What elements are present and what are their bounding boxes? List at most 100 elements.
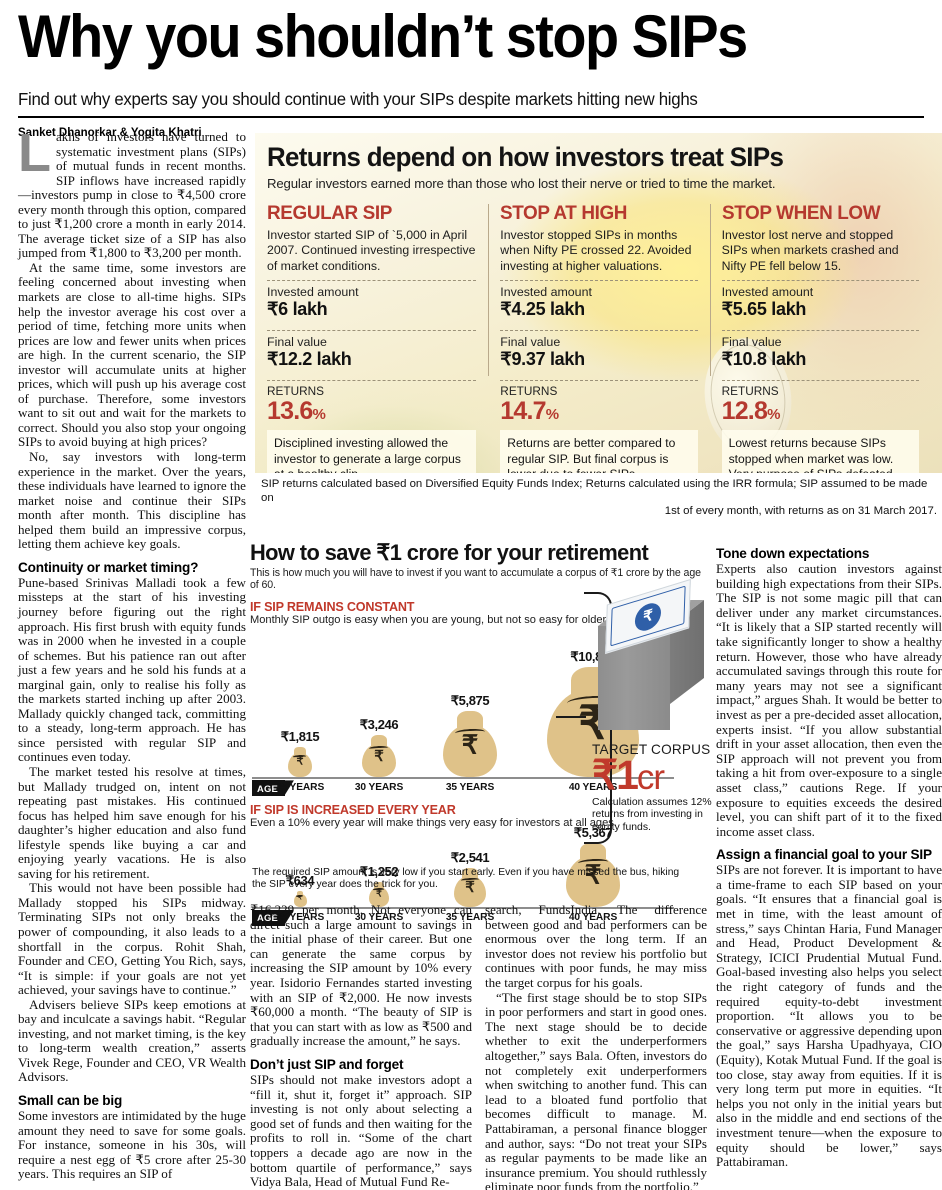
- bag-neck: [294, 747, 306, 757]
- paragraph: ₹16,229 per month. Not everyone can dire…: [250, 902, 472, 1049]
- bar-item: ₹3,246 ₹: [342, 717, 416, 778]
- money-bag-icon: ₹: [293, 890, 307, 907]
- rupee-symbol-icon: ₹: [376, 888, 382, 899]
- bar-value-label: ₹5,875: [450, 693, 490, 709]
- paragraph: SIPs are not forever. It is important to…: [716, 862, 942, 1170]
- final-value-block: Final value ₹12.2 lakh: [267, 331, 476, 375]
- bag-neck: [580, 842, 606, 862]
- paragraph: search, FundsIndia. The difference betwe…: [485, 902, 707, 990]
- money-bag-icon: ₹: [566, 842, 620, 907]
- bag-neck: [374, 881, 384, 890]
- final-value-block: Final value ₹10.8 lakh: [722, 331, 919, 375]
- age-label: 40 YEARS: [568, 911, 618, 923]
- scenario-column-regular-sip: REGULAR SIP Investor started SIP of `5,0…: [267, 202, 488, 489]
- scenario-title: STOP AT HIGH: [500, 202, 628, 224]
- body-area: Sanket Dhanorkar & Yogita Khatri: [0, 127, 942, 139]
- age-tag: AGE: [252, 780, 285, 797]
- infographic2-title: How to save ₹1 crore for your retirement: [250, 540, 649, 565]
- invested-amount-value: ₹4.25 lakh: [500, 299, 585, 319]
- target-corpus-value: ₹1cr: [592, 755, 717, 796]
- bar-value-label: ₹1,252: [359, 863, 399, 879]
- section2-desc: Even a 10% every year will make things v…: [250, 817, 617, 830]
- standfirst: Find out why experts say you should cont…: [18, 88, 698, 109]
- invested-amount-value: ₹5.65 lakh: [721, 299, 807, 319]
- bar-value-label: ₹634: [285, 872, 315, 888]
- returns-label: RETURNS: [721, 384, 779, 398]
- age-label: 30 YEARS: [354, 911, 404, 923]
- infographic-returns-content: Returns depend on how investors treat SI…: [255, 133, 942, 489]
- age-label: 25 YEARS: [275, 911, 325, 923]
- age-label: 35 YEARS: [445, 911, 495, 923]
- paragraph: The market tested his resolve at times, …: [18, 763, 246, 881]
- money-bag-icon: ₹: [362, 735, 396, 778]
- footnote-line-1: SIP returns calculated based on Diversif…: [261, 478, 928, 504]
- bag-body: [566, 855, 620, 907]
- rupee-symbol-icon: ₹: [461, 729, 479, 760]
- final-value-value: ₹10.8 lakh: [721, 349, 807, 369]
- divider: [267, 280, 477, 281]
- bag-neck: [457, 711, 483, 732]
- bag-body: [288, 753, 312, 778]
- bag-body: [454, 875, 486, 907]
- bag-neck: [296, 890, 304, 896]
- rupee-badge-icon: [634, 599, 662, 635]
- chart-increased-sip: ₹634 ₹ ₹1,252 ₹ ₹2,541: [250, 825, 710, 907]
- divider: [500, 330, 698, 331]
- axis-constant-sip: AGE 25 YEARS 30 YEARS 35 YEARS 40 YEARS: [250, 777, 710, 797]
- subhead-continuity: Continuity or market timing?: [18, 559, 199, 575]
- infographic2-footnote: The required SIP amount is very low if y…: [252, 866, 680, 891]
- infographic-subtitle: Regular investors earned more than those…: [267, 176, 776, 191]
- divider: [500, 380, 698, 381]
- returns-label: RETURNS: [267, 384, 325, 398]
- returns-number: 13.6: [267, 397, 313, 425]
- target-rupee-symbol: ₹: [592, 752, 618, 798]
- section-increased-sip: IF SIP IS INCREASED EVERY YEAR Even a 10…: [250, 803, 710, 830]
- bar-value-label: ₹2,541: [450, 849, 490, 865]
- age-tag: AGE: [252, 909, 285, 926]
- subhead-dont-just-sip: Don’t just SIP and forget: [250, 1056, 404, 1072]
- cash-stack-icon: [598, 578, 704, 740]
- infographic2-subtitle: This is how much you will have to invest…: [250, 567, 701, 591]
- final-value-label: Final value: [721, 335, 782, 349]
- bag-body: [362, 743, 396, 778]
- divider: [500, 280, 698, 281]
- bar-value-label: ₹3,246: [359, 717, 399, 733]
- final-value-block: Final value ₹9.37 lakh: [500, 331, 697, 375]
- returns-unit: %: [767, 406, 780, 423]
- returns-value: 14.7%: [500, 398, 697, 424]
- bar-item: ₹1,815 ₹: [266, 729, 334, 778]
- age-label: 30 YEARS: [354, 782, 404, 794]
- subhead-tone-down: Tone down expectations: [716, 546, 870, 561]
- divider: [721, 280, 919, 281]
- axis-line: [252, 906, 674, 909]
- paragraph: SIPs should not make investors adopt a “…: [250, 1071, 472, 1190]
- paragraph: Advisers believe SIPs keep emotions at b…: [18, 996, 246, 1085]
- money-bag-icon: ₹: [454, 867, 486, 907]
- paragraph: Some investors are intimidated by the hu…: [18, 1108, 246, 1182]
- subhead-assign-goal: Assign a financial goal to your SIP: [716, 847, 932, 863]
- bar-item: ₹1,252 ₹: [342, 864, 416, 907]
- scenario-column-stop-at-high: STOP AT HIGH Investor stopped SIPs in mo…: [488, 202, 709, 489]
- bar-item: ₹5,875 ₹: [426, 693, 514, 778]
- invested-amount-value: ₹6 lakh: [267, 299, 328, 319]
- divider: [721, 330, 919, 331]
- paragraph: This would not have been possible had Ma…: [18, 880, 246, 998]
- target-corpus-label: TARGET CORPUS: [592, 742, 711, 757]
- divider: [267, 380, 477, 381]
- bracket-stub: [556, 716, 586, 718]
- returns-value: 13.6%: [267, 398, 476, 424]
- rupee-symbol-icon: ₹: [374, 747, 384, 765]
- bag-body: [369, 886, 389, 907]
- scenario-description: Investor started SIP of `5,000 in April …: [267, 228, 476, 273]
- footnote-line-2: 1st of every month, with returns as on 3…: [664, 505, 937, 518]
- page-title: Why you shouldn’t stop SIPs: [18, 3, 748, 70]
- section1-desc: Monthly SIP outgo is easy when you are y…: [250, 614, 657, 626]
- column-mid: ₹16,229 per month. Not everyone can dire…: [250, 902, 472, 1190]
- bar-item: ₹634 ₹: [266, 873, 334, 907]
- invested-amount-block: Invested amount ₹6 lakh: [267, 281, 476, 325]
- divider: [267, 330, 477, 331]
- age-label: 25 YEARS: [275, 782, 325, 794]
- paragraph: No, say investors with long-term experie…: [18, 449, 246, 552]
- header-divider: [18, 115, 924, 118]
- bag-neck: [462, 867, 478, 880]
